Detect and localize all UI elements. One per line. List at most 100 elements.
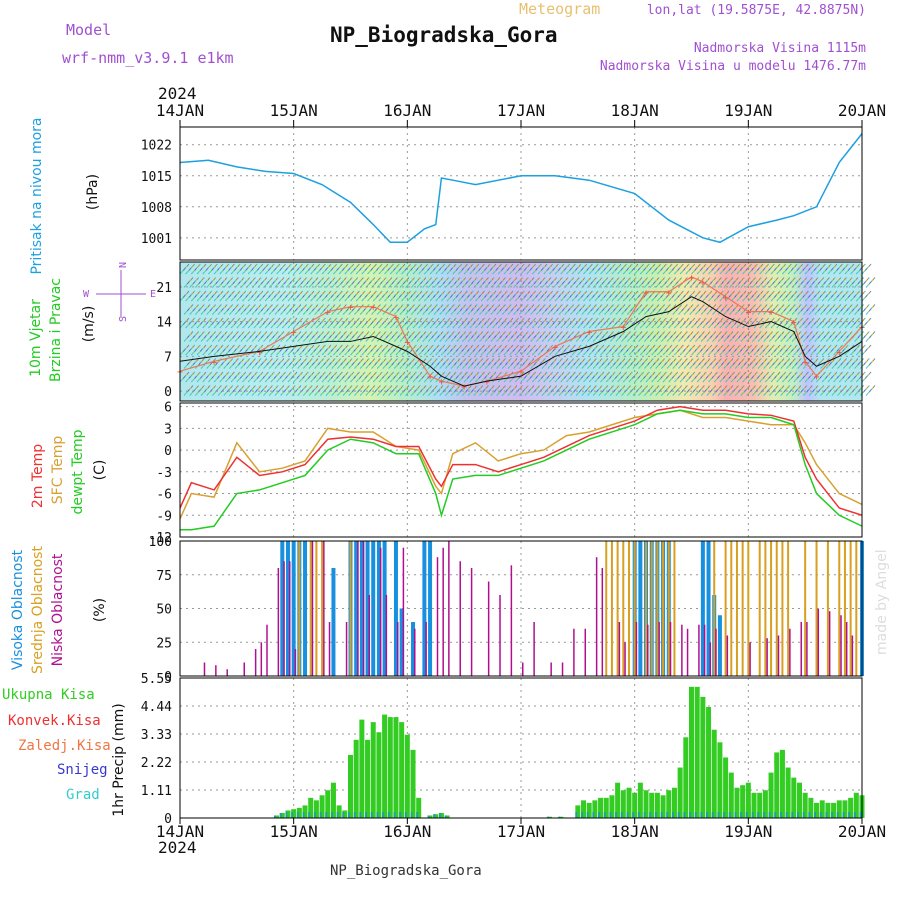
- wind-barb: [501, 358, 512, 369]
- pressure-unit: (hPa): [85, 174, 101, 210]
- wind-barb: [793, 290, 804, 302]
- wind-barb: [566, 371, 576, 383]
- wind-barb: [708, 263, 718, 275]
- wind-barb: [490, 385, 501, 396]
- wind-barb: [202, 371, 213, 383]
- wind-barb: [389, 371, 400, 383]
- x-tick-label-top: 15JAN: [270, 101, 318, 120]
- precip-bar: [313, 800, 319, 818]
- wind-barb: [708, 371, 718, 383]
- wind-barb: [206, 385, 217, 396]
- wind-barb: [445, 304, 455, 315]
- wind-panel-name-1: 10m Vjetar: [28, 299, 44, 377]
- wind-barb: [416, 385, 427, 396]
- wind-barb: [786, 277, 796, 288]
- wind-barb: [655, 277, 666, 288]
- wind-barb: [372, 317, 383, 329]
- precip-bar: [302, 805, 308, 818]
- compass-s-label: S: [118, 316, 129, 322]
- wind-barb: [342, 358, 353, 369]
- wind-barb: [543, 290, 554, 302]
- wind-barb: [439, 385, 450, 396]
- wind-barb: [776, 317, 787, 329]
- temp-t2m-line: [179, 405, 863, 516]
- wind-barb: [820, 358, 830, 369]
- wind-barb: [331, 358, 342, 369]
- wind-barb: [274, 358, 285, 369]
- wind-barb: [251, 304, 262, 315]
- wind-barb: [361, 344, 372, 356]
- wind-barb: [253, 344, 264, 356]
- wind-barb: [316, 290, 326, 302]
- cloud-high-bar: [411, 622, 416, 676]
- precip-graupel-bar: [438, 812, 441, 818]
- wind-barb: [240, 358, 251, 369]
- wind-barb: [429, 290, 440, 302]
- wind-barb: [509, 344, 520, 356]
- precip-graupel-bar: [370, 812, 373, 818]
- precip-graupel-label: Grad: [66, 787, 100, 803]
- precip-bar: [291, 809, 297, 818]
- temp-dew-line: [180, 409, 863, 531]
- wind-barb: [371, 277, 381, 288]
- precip-graupel-bar: [433, 814, 436, 818]
- wind-barb: [359, 385, 370, 396]
- wind-barb: [371, 304, 381, 315]
- wind-barb: [581, 304, 592, 315]
- precip-bar: [382, 714, 388, 818]
- wind-barb: [765, 263, 775, 275]
- wind-barb: [751, 331, 762, 342]
- wind-barb: [651, 317, 662, 329]
- wind-barb: [337, 277, 347, 288]
- wind-barb: [236, 263, 247, 275]
- wind-barb: [293, 344, 304, 356]
- wind-barb: [850, 290, 861, 302]
- wind-barb: [509, 290, 520, 302]
- wind-barb: [297, 331, 308, 342]
- precip-graupel-bar: [336, 812, 339, 818]
- cloud-low-bar: [647, 624, 649, 676]
- cloud-low-bar: [800, 622, 802, 676]
- wind-barb: [405, 385, 416, 396]
- wind-barb: [855, 263, 866, 275]
- wind-barb: [234, 304, 245, 315]
- wind-barb: [808, 304, 819, 315]
- precip-graupel-bar: [677, 812, 680, 818]
- wind-barb: [361, 290, 372, 302]
- precip-graupel-bar: [768, 812, 771, 818]
- cloud-low-bar: [817, 608, 820, 676]
- wind-barb: [628, 371, 639, 383]
- wind-barb: [496, 385, 506, 396]
- wind-barb: [213, 371, 224, 383]
- wind-barb: [855, 371, 866, 383]
- pressure-ytick-label: 1015: [141, 170, 172, 185]
- wind-barb: [632, 385, 643, 396]
- wind-barb: [530, 385, 541, 396]
- cloud-low-bar: [288, 561, 291, 676]
- wind-barb: [281, 317, 292, 329]
- wind-barb: [196, 263, 207, 275]
- wind-barb: [480, 290, 491, 302]
- temp-sfc-label: SFC Temp: [50, 436, 66, 505]
- wind-barb: [838, 263, 849, 275]
- precip-graupel-bar: [654, 812, 657, 818]
- wind-barb: [583, 317, 593, 329]
- wind-barb: [547, 304, 558, 315]
- wind-barb: [537, 344, 548, 356]
- wind-barb: [782, 371, 792, 383]
- wind-barb: [560, 317, 571, 329]
- wind-barb: [428, 385, 438, 396]
- cloud-low-bar: [624, 642, 626, 676]
- wind-barb: [217, 304, 228, 315]
- wind-barb: [725, 290, 735, 302]
- wind-barb: [541, 277, 552, 288]
- wind-barb: [280, 277, 290, 288]
- wind-barb: [342, 331, 353, 342]
- wind-gust-marker: +: [723, 293, 729, 304]
- x-tick-label-bottom: 18JAN: [611, 822, 659, 841]
- wind-barb: [628, 290, 639, 302]
- wind-barb: [814, 385, 825, 396]
- precip-graupel-bar: [353, 812, 356, 818]
- wind-barb: [730, 290, 741, 302]
- wind-barb: [553, 304, 563, 315]
